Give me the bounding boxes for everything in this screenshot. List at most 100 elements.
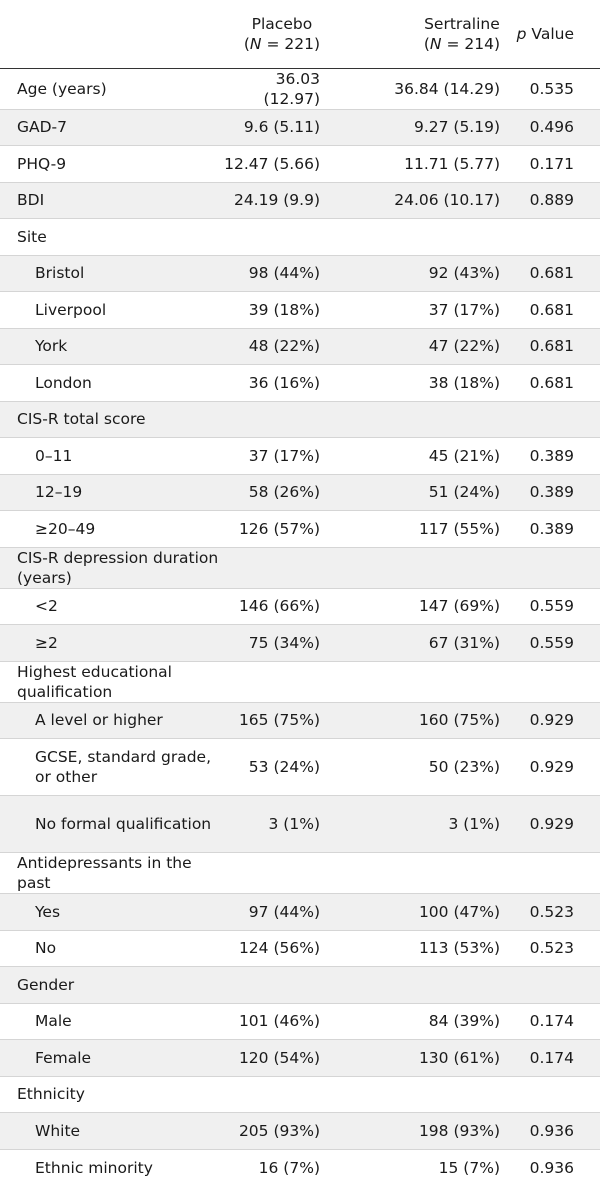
table-row: Male 101 (46%) 84 (39%) 0.174	[0, 1003, 600, 1040]
table-row-group: BDI 24.19 (9.9) 24.06 (10.17) 0.889	[0, 182, 600, 219]
row-label: Bristol	[35, 264, 85, 283]
sertraline-value: 11.71 (5.77)	[404, 154, 500, 173]
sertraline-value: 37 (17%)	[428, 300, 500, 319]
table-row: Ethnic minority 16 (7%) 15 (7%) 0.936	[0, 1149, 600, 1186]
sertraline-value	[320, 401, 500, 438]
row-label: CIS-R total score	[17, 410, 146, 429]
row-label: Ethnic minority	[35, 1158, 153, 1177]
placebo-value: 97 (44%)	[248, 902, 320, 921]
placebo-value	[220, 1076, 320, 1113]
table-row: GCSE, standard grade, or other 53 (24%) 50…	[0, 739, 600, 796]
p-value	[500, 967, 600, 1004]
p-value: 0.389	[529, 446, 574, 465]
p-value: 0.174	[529, 1048, 574, 1067]
sertraline-value: 36.84 (14.29)	[394, 79, 500, 98]
p-value: 0.174	[529, 1012, 574, 1031]
table-row: <2 146 (66%) 147 (69%) 0.559	[0, 588, 600, 625]
p-value: 0.929	[529, 815, 574, 833]
row-label: Female	[35, 1048, 92, 1067]
row-label: Male	[35, 1012, 72, 1031]
p-value: 0.929	[529, 758, 574, 776]
sertraline-value: 113 (53%)	[418, 939, 500, 958]
table-row-group: CIS-R total score	[0, 401, 600, 438]
placebo-value: 36 (16%)	[248, 373, 320, 392]
placebo-value: 101 (46%)	[238, 1012, 320, 1031]
row-label: GCSE, standard grade, or other	[35, 748, 212, 786]
placebo-value: 120 (54%)	[238, 1048, 320, 1067]
header-blank-cell	[0, 0, 220, 69]
p-value	[500, 401, 600, 438]
sertraline-value: 130 (61%)	[418, 1048, 500, 1067]
table-row-group: Ethnicity	[0, 1076, 600, 1113]
sertraline-value	[320, 219, 500, 256]
header-sertraline: Sertraline (N = 214)	[320, 0, 500, 69]
table-row-group: Age (years) 36.03 (12.97) 36.84 (14.29) 0.5…	[0, 68, 600, 109]
placebo-value: 146 (66%)	[238, 597, 320, 616]
row-label: PHQ-9	[17, 154, 67, 173]
p-value: 0.389	[529, 519, 574, 538]
table-row-group: Gender	[0, 966, 600, 1004]
placebo-value: 36.03 (12.97)	[263, 69, 320, 108]
placebo-value: 165 (75%)	[238, 711, 320, 730]
sertraline-value: 67 (31%)	[428, 633, 500, 652]
p-value: 0.523	[529, 902, 574, 921]
sertraline-value	[320, 853, 500, 894]
table-row-group: GAD-7 9.6 (5.11) 9.27 (5.19) 0.496	[0, 109, 600, 146]
sertraline-value: 92 (43%)	[428, 264, 500, 283]
header-placebo-n: (N = 221)	[243, 34, 320, 53]
sertraline-value: 24.06 (10.17)	[394, 191, 500, 210]
sertraline-value: 117 (55%)	[418, 519, 500, 538]
sertraline-value: 9.27 (5.19)	[413, 118, 500, 137]
placebo-value	[220, 401, 320, 438]
table-row: A level or higher 165 (75%) 160 (75%) 0.929	[0, 702, 600, 739]
p-value	[500, 547, 600, 588]
header-p-value: p Value	[500, 0, 600, 69]
row-label: No	[35, 939, 57, 958]
placebo-value: 37 (17%)	[248, 446, 320, 465]
placebo-value: 53 (24%)	[248, 758, 320, 776]
row-label: BDI	[17, 191, 45, 210]
row-label: ≥2	[35, 633, 58, 652]
row-label: 12–19	[35, 483, 83, 502]
placebo-value: 98 (44%)	[248, 264, 320, 283]
row-label: Liverpool	[35, 300, 107, 319]
table-row: White 205 (93%) 198 (93%) 0.936	[0, 1112, 600, 1149]
row-label: Site	[17, 227, 47, 246]
p-value: 0.681	[529, 264, 574, 283]
p-value: 0.681	[529, 337, 574, 356]
header-sertraline-n: (N = 214)	[423, 34, 500, 53]
sertraline-value: 84 (39%)	[428, 1012, 500, 1031]
sertraline-value: 198 (93%)	[418, 1121, 500, 1140]
placebo-value: 39 (18%)	[248, 300, 320, 319]
row-label: London	[35, 373, 92, 392]
table-row: York 48 (22%) 47 (22%) 0.681	[0, 328, 600, 365]
sertraline-value: 15 (7%)	[438, 1158, 500, 1177]
header-placebo: Placebo (N = 221)	[220, 0, 320, 69]
row-label: White	[35, 1121, 81, 1140]
placebo-value: 58 (26%)	[248, 483, 320, 502]
table-row: Liverpool 39 (18%) 37 (17%) 0.681	[0, 292, 600, 328]
p-value: 0.523	[529, 939, 574, 958]
placebo-value: 126 (57%)	[238, 519, 320, 538]
table-row: London 36 (16%) 38 (18%) 0.681	[0, 365, 600, 401]
p-value: 0.681	[529, 373, 574, 392]
sertraline-value: 38 (18%)	[428, 373, 500, 392]
row-label: Yes	[35, 902, 61, 921]
table-row: No 124 (56%) 113 (53%) 0.523	[0, 930, 600, 967]
row-label: Gender	[17, 975, 75, 994]
sertraline-value	[320, 547, 500, 588]
table-row: 12–19 58 (26%) 51 (24%) 0.389	[0, 474, 600, 511]
placebo-value: 16 (7%)	[258, 1158, 320, 1177]
table-body: Age (years) 36.03 (12.97) 36.84 (14.29) 0.5…	[0, 68, 600, 1186]
placebo-value: 12.47 (5.66)	[224, 154, 320, 173]
table-row-group: Highest educational qualification	[0, 661, 600, 702]
p-value: 0.535	[529, 79, 574, 98]
table-row: No formal qualification 3 (1%) 3 (1%) 0.929	[0, 795, 600, 853]
sertraline-value: 3 (1%)	[448, 815, 500, 833]
row-label: <2	[35, 597, 58, 616]
sertraline-value: 147 (69%)	[418, 597, 500, 616]
row-label: Age (years)	[17, 79, 107, 98]
placebo-value	[220, 661, 320, 702]
row-label: York	[35, 337, 68, 356]
